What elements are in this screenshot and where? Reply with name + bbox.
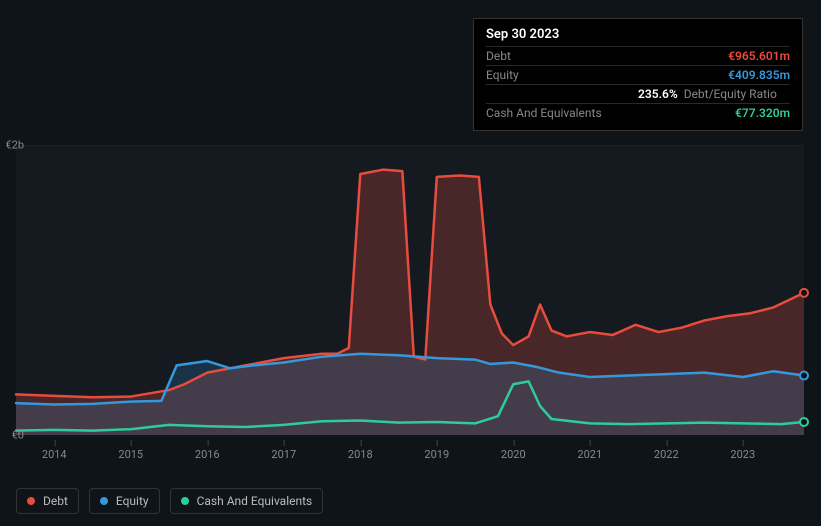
tooltip-label: Cash And Equivalents [486,106,602,120]
tooltip-value: €77.320m [735,106,790,120]
chart-legend: Debt Equity Cash And Equivalents [16,488,323,514]
x-axis-label: 2014 [42,448,67,461]
x-axis: 2014 2015 2016 2017 2018 2019 2020 2021 2022 2023 [16,440,804,465]
x-axis-label: 2020 [501,448,526,461]
series-end-marker [800,418,808,426]
x-axis-label: 2016 [195,448,220,461]
x-axis-label: 2018 [348,448,373,461]
tooltip-row-debt: Debt €965.601m [486,46,790,65]
legend-label: Debt [43,494,68,508]
tooltip-row-equity: Equity €409.835m [486,65,790,84]
tooltip-row-ratio: 235.6% Debt/Equity Ratio [486,84,790,103]
tooltip-label: Equity [486,68,519,82]
legend-item-debt[interactable]: Debt [16,488,79,514]
legend-label: Equity [116,494,149,508]
series-end-marker [800,289,808,297]
chart-plot-area[interactable]: €0€2b [16,145,804,435]
x-axis-label: 2019 [424,448,449,461]
tooltip-ratio-label: Debt/Equity Ratio [684,87,777,101]
legend-label: Cash And Equivalents [197,494,313,508]
tooltip-ratio-value: 235.6% [638,87,678,101]
y-axis-label: €2b [5,139,24,152]
x-axis-label: 2022 [654,448,679,461]
tooltip-label: Debt [486,49,511,63]
x-axis-label: 2021 [577,448,602,461]
legend-dot-icon [181,497,189,505]
tooltip-value: €965.601m [728,49,790,63]
legend-dot-icon [100,497,108,505]
x-axis-label: 2015 [118,448,143,461]
legend-item-equity[interactable]: Equity [89,488,160,514]
legend-item-cash-and-equivalents[interactable]: Cash And Equivalents [170,488,324,514]
chart-tooltip: Sep 30 2023 Debt €965.601m Equity €409.8… [473,18,803,131]
tooltip-value: €409.835m [728,68,790,82]
series-end-marker [800,372,808,380]
x-axis-label: 2017 [271,448,296,461]
chart-svg [16,145,804,435]
x-axis-label: 2023 [730,448,755,461]
tooltip-row-cash: Cash And Equivalents €77.320m [486,103,790,122]
legend-dot-icon [27,497,35,505]
tooltip-date: Sep 30 2023 [486,27,790,42]
